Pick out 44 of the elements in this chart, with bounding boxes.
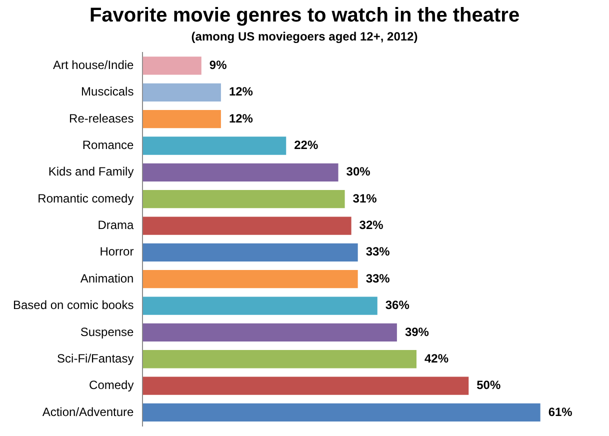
bar xyxy=(142,83,221,102)
y-tick-label: Suspense xyxy=(80,324,134,339)
bar xyxy=(142,56,202,75)
bar xyxy=(142,190,345,208)
y-tick-label: Based on comic books xyxy=(13,298,134,312)
data-label: 33% xyxy=(366,271,390,286)
bar xyxy=(142,296,378,315)
data-label: 30% xyxy=(346,164,371,179)
data-label: 12% xyxy=(228,111,254,126)
data-label: 42% xyxy=(424,351,449,366)
y-tick-label: Romantic comedy xyxy=(38,191,134,206)
y-tick-label: Animation xyxy=(80,271,134,286)
y-tick-label: Re-releases xyxy=(69,111,134,126)
data-label: 22% xyxy=(294,138,318,152)
y-tick-label: Muscicals xyxy=(81,84,134,99)
data-label: 61% xyxy=(548,404,573,419)
bar xyxy=(142,270,358,288)
chart-title: Favorite movie genres to watch in the theatre xyxy=(89,4,520,27)
chart-subtitle: (among US moviegoers aged 12+, 2012) xyxy=(191,30,418,44)
bar xyxy=(142,376,469,395)
data-label: 9% xyxy=(209,58,228,72)
data-label: 12% xyxy=(228,84,254,99)
bar xyxy=(142,403,540,422)
bar xyxy=(142,350,416,368)
bar xyxy=(142,136,286,155)
y-tick-label: Kids and Family xyxy=(48,164,134,179)
y-tick-label: Art house/Indie xyxy=(53,58,134,72)
bar xyxy=(142,110,221,128)
data-label: 36% xyxy=(385,298,410,312)
y-tick-label: Comedy xyxy=(89,378,134,392)
bar xyxy=(142,243,358,262)
y-tick-label: Romance xyxy=(82,138,134,152)
y-tick-label: Sci-Fi/Fantasy xyxy=(57,351,134,366)
data-label: 33% xyxy=(366,244,390,259)
data-label: 32% xyxy=(359,218,384,232)
data-label: 39% xyxy=(404,324,430,339)
bar xyxy=(142,323,397,342)
data-label: 31% xyxy=(352,191,378,206)
bar xyxy=(142,216,352,235)
data-label: 50% xyxy=(476,378,501,392)
y-tick-label: Drama xyxy=(98,218,134,232)
y-tick-label: Horror xyxy=(100,244,134,259)
bar xyxy=(142,163,338,182)
y-tick-label: Action/Adventure xyxy=(42,404,134,419)
